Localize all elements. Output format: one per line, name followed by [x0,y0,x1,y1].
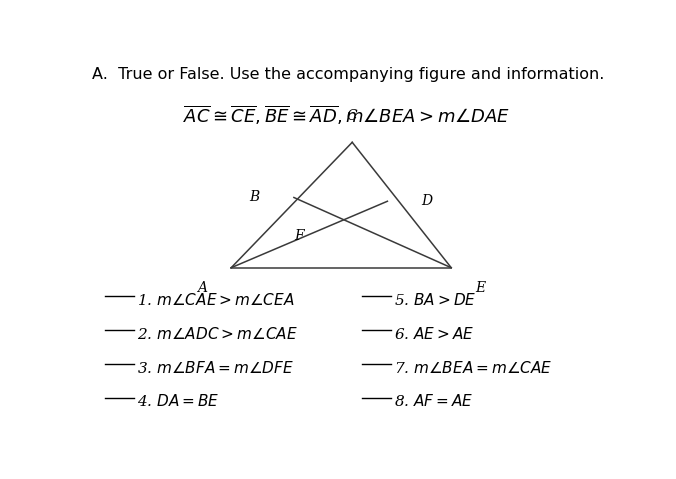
Text: F: F [294,229,304,243]
Text: 5. $BA > DE$: 5. $BA > DE$ [393,292,476,308]
Text: B: B [249,191,260,205]
Text: A: A [197,281,208,295]
Text: 6. $AE > AE$: 6. $AE > AE$ [393,326,474,342]
Text: A.  True or False. Use the accompanying figure and information.: A. True or False. Use the accompanying f… [93,67,605,82]
Text: 8. $AF = AE$: 8. $AF = AE$ [393,393,473,410]
Text: 7. $m\angle BEA = m\angle CAE$: 7. $m\angle BEA = m\angle CAE$ [393,360,552,376]
Text: C: C [347,110,358,124]
Text: $\overline{AC} \cong \overline{CE}, \overline{BE} \cong \overline{AD}, m\angle B: $\overline{AC} \cong \overline{CE}, \ove… [183,103,510,127]
Text: 1. $m\angle CAE > m\angle CEA$: 1. $m\angle CAE > m\angle CEA$ [137,292,295,308]
Text: 2. $m\angle ADC > m\angle CAE$: 2. $m\angle ADC > m\angle CAE$ [137,326,297,342]
Text: 4. $DA = BE$: 4. $DA = BE$ [137,393,219,410]
Text: D: D [421,194,432,208]
Text: E: E [475,281,485,295]
Text: 3. $m\angle BFA = m\angle DFE$: 3. $m\angle BFA = m\angle DFE$ [137,360,294,376]
